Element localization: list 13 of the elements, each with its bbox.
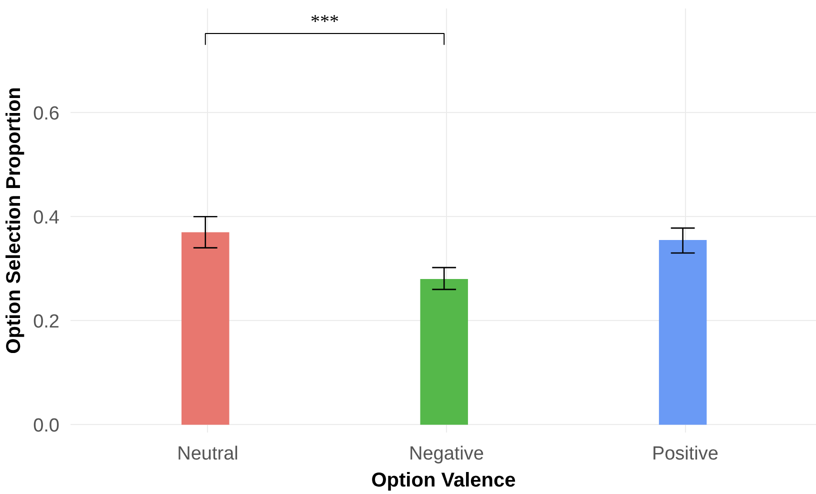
x-axis-title: Option Valence [371, 470, 516, 492]
bar [420, 279, 468, 425]
x-tick-label: Negative [408, 444, 484, 464]
y-tick-label: 0.0 [33, 416, 60, 437]
y-tick-label: 0.6 [33, 104, 60, 125]
y-tick-label: 0.2 [33, 312, 60, 333]
bar [182, 232, 230, 425]
x-tick-label: Positive [652, 444, 718, 464]
annotation: *** [310, 11, 339, 32]
bar [658, 240, 707, 425]
x-tick-label: Neutral [177, 444, 238, 464]
y-axis-title: Option Selection Proportion [3, 87, 26, 354]
y-tick-label: 0.4 [33, 208, 60, 229]
